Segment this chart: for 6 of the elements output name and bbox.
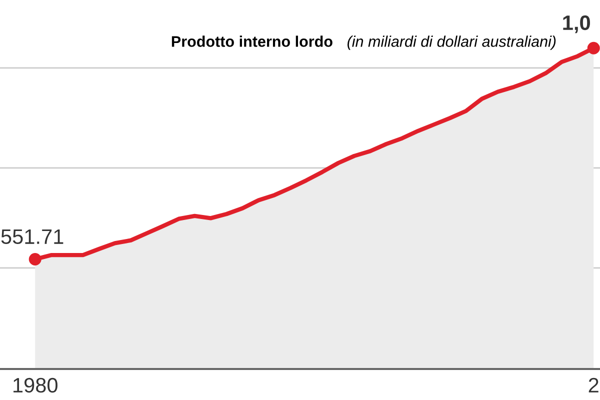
text: 1,0 (563, 15, 590, 34)
chart-title: Prodotto interno lordo (172, 36, 332, 47)
x-tick-label: 2 (588, 378, 598, 392)
chart-subtitle: (in miliardi di dollari australiani) (348, 36, 556, 50)
annotation: 551.71 (1, 229, 64, 244)
x-tick-label: 1980 (14, 378, 58, 393)
